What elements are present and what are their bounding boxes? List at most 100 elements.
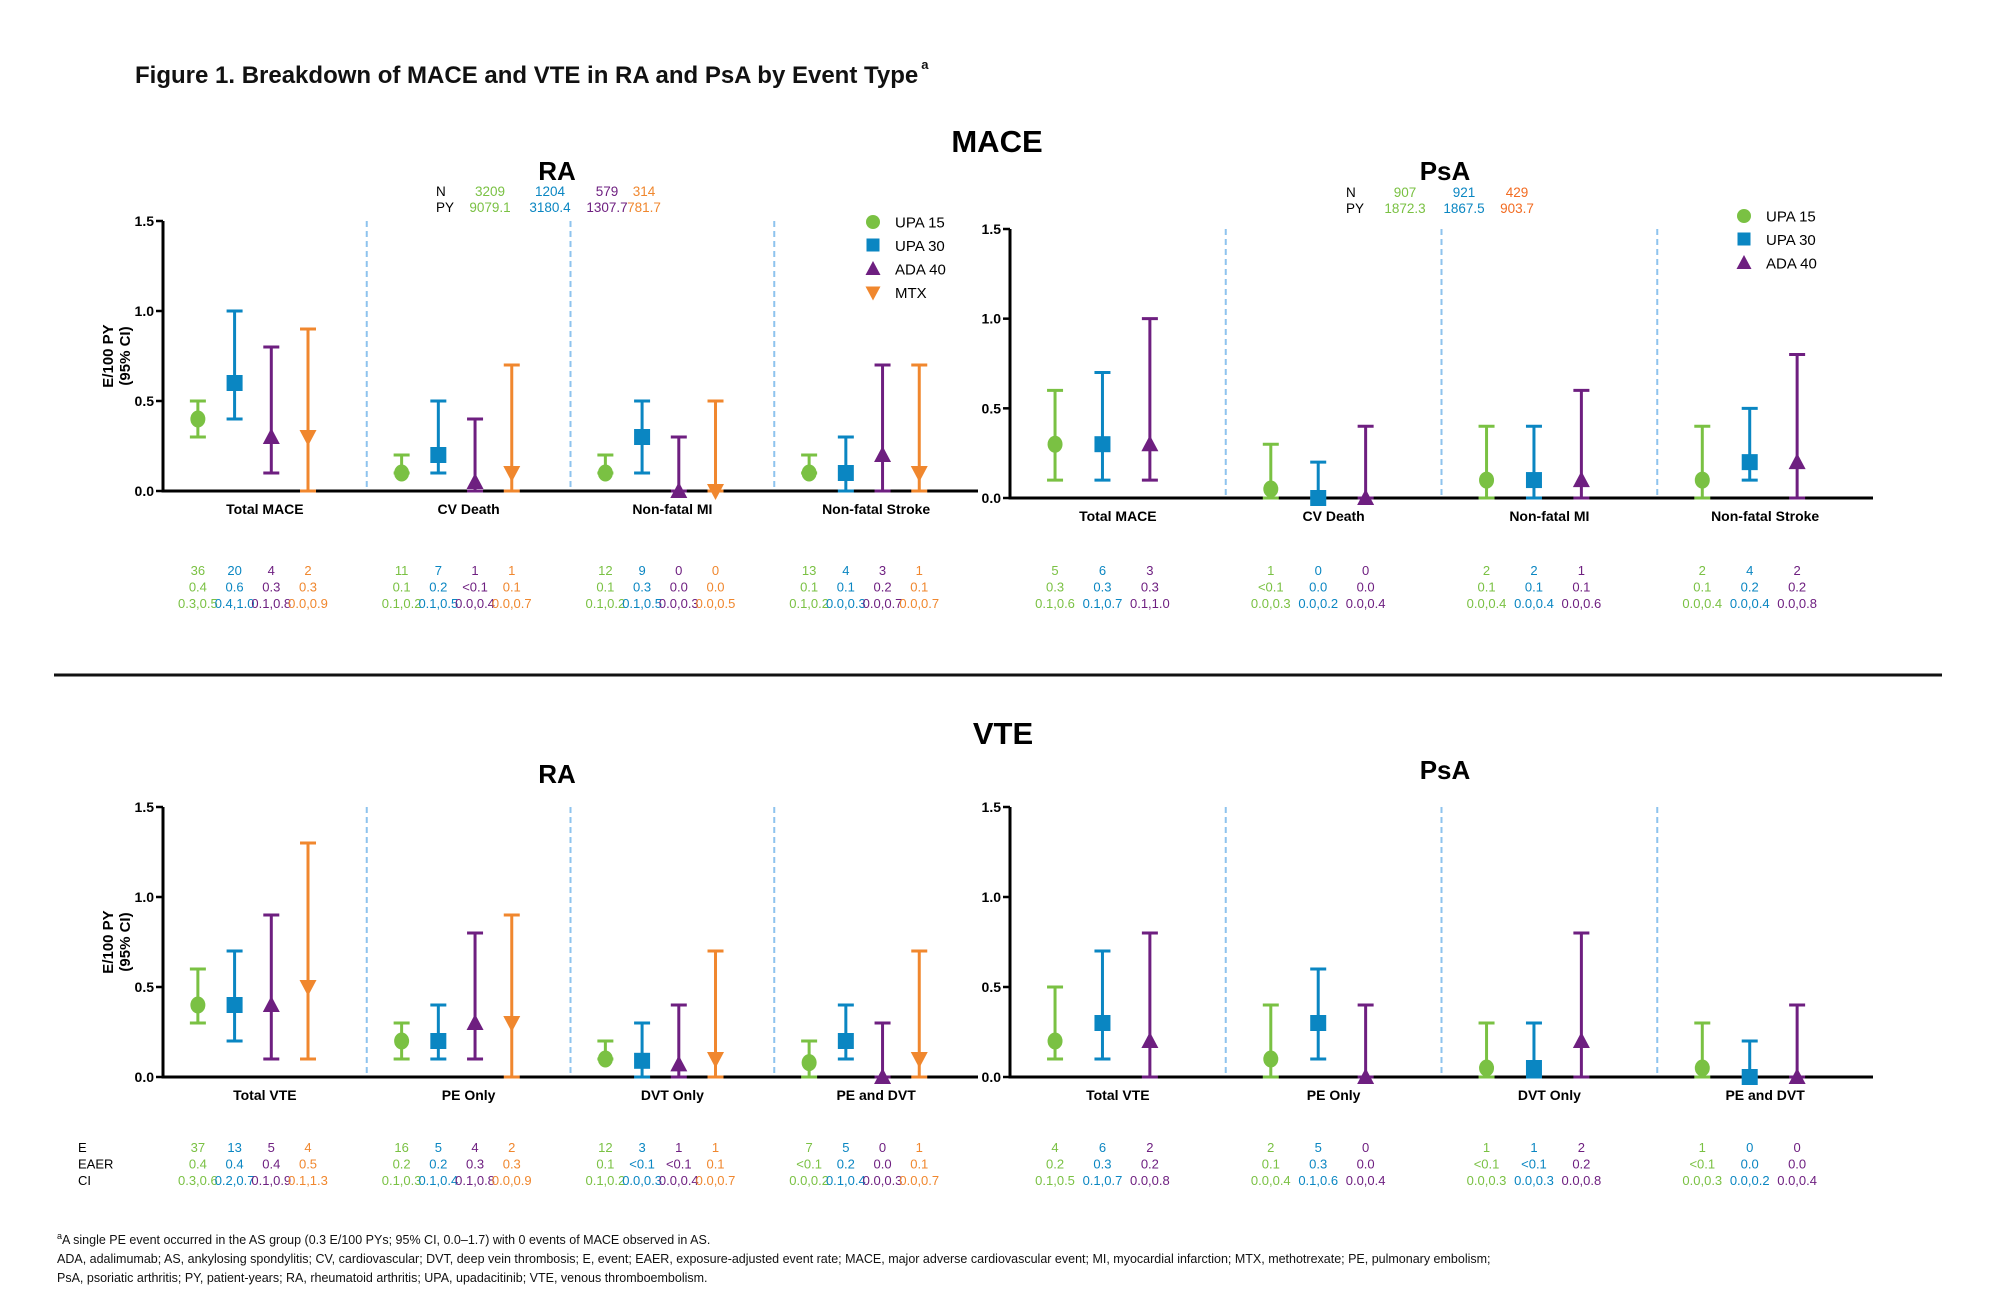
table-e-ada-40-total-vte: 5: [268, 1140, 275, 1155]
table-e-upa-15-cv-death: 11: [395, 563, 409, 578]
header-n-mtx: 314: [633, 184, 656, 199]
table-ci-upa-30-total-mace: 0.1,0.7: [1083, 596, 1123, 611]
table-eaer-upa-30-non-fatal-mi: 0.1: [1525, 580, 1543, 595]
y-tick-label: 1.5: [982, 799, 1002, 815]
table-ci-upa-15-dvt-only: 0.0,0.3: [1467, 1173, 1507, 1188]
table-eaer-upa-30-non-fatal-stroke: 0.1: [837, 580, 855, 595]
table-eaer-mtx-pe-and-dvt: 0.1: [910, 1157, 928, 1172]
table-ci-upa-15-pe-only: 0.0,0.4: [1251, 1173, 1291, 1188]
table-e-ada-40-total-vte: 2: [1146, 1140, 1153, 1155]
table-ci-upa-15-dvt-only: 0.1,0.2: [585, 1173, 625, 1188]
table-eaer-mtx-non-fatal-stroke: 0.1: [910, 580, 928, 595]
table-eaer-upa-15-cv-death: 0.1: [393, 580, 411, 595]
table-ci-mtx-non-fatal-mi: 0.0,0.5: [696, 596, 736, 611]
table-row-label-ci: CI: [78, 1173, 91, 1188]
table-eaer-upa-30-total-mace: 0.3: [1093, 580, 1111, 595]
table-e-upa-30-non-fatal-stroke: 4: [1746, 563, 1753, 578]
table-eaer-ada-40-total-vte: 0.2: [1141, 1157, 1159, 1172]
table-ci-upa-30-pe-only: 0.1,0.4: [418, 1173, 458, 1188]
header-n-ada-40: 429: [1506, 185, 1529, 200]
table-ci-mtx-dvt-only: 0.0,0.7: [696, 1173, 736, 1188]
table-e-ada-40-non-fatal-stroke: 2: [1794, 563, 1801, 578]
y-tick-label: 1.5: [135, 799, 155, 815]
category-label-total-vte: Total VTE: [1086, 1087, 1150, 1103]
table-e-upa-15-pe-and-dvt: 7: [806, 1140, 813, 1155]
marker-triangle-down-mtx-non-fatal-stroke: [910, 466, 928, 482]
header-py-upa-15: 9079.1: [469, 200, 510, 215]
table-ci-ada-40-pe-and-dvt: 0.0,0.4: [1777, 1173, 1817, 1188]
y-tick-label: 0.0: [982, 490, 1002, 506]
table-ci-upa-15-non-fatal-stroke: 0.1,0.2: [789, 596, 829, 611]
marker-triangle-up-ada-40-total-mace: [262, 428, 280, 444]
table-eaer-ada-40-dvt-only: <0.1: [666, 1157, 692, 1172]
table-ci-upa-15-total-vte: 0.3,0.6: [178, 1173, 218, 1188]
table-e-mtx-non-fatal-stroke: 1: [916, 563, 923, 578]
marker-circle-upa-15-dvt-only: [597, 1050, 613, 1068]
y-tick-label: 1.0: [135, 303, 155, 319]
table-e-upa-15-dvt-only: 12: [598, 1140, 612, 1155]
marker-circle-upa-15-pe-only: [394, 1032, 410, 1050]
table-ci-ada-40-total-vte: 0.0,0.8: [1130, 1173, 1170, 1188]
marker-circle-upa-15-pe-and-dvt: [801, 1054, 817, 1072]
footnote-abbreviations-1: ADA, adalimumab; AS, ankylosing spondyli…: [57, 1252, 1491, 1266]
table-eaer-ada-40-non-fatal-stroke: 0.2: [874, 580, 892, 595]
table-e-upa-30-total-mace: 20: [227, 563, 241, 578]
table-ci-upa-30-non-fatal-stroke: 0.0,0.4: [1730, 596, 1770, 611]
table-e-ada-40-cv-death: 0: [1362, 563, 1369, 578]
footnote-a-text: A single PE event occurred in the AS gro…: [62, 1233, 710, 1247]
table-ci-upa-15-total-mace: 0.3,0.5: [178, 596, 218, 611]
header-py-upa-30: 3180.4: [529, 200, 571, 215]
header-py-upa-30: 1867.5: [1443, 201, 1484, 216]
marker-circle-upa-15-cv-death: [1263, 480, 1279, 498]
marker-triangle-down-mtx-dvt-only: [707, 1052, 725, 1068]
table-eaer-upa-30-total-mace: 0.6: [226, 580, 244, 595]
marker-triangle-down-mtx-pe-and-dvt: [910, 1052, 928, 1068]
table-eaer-upa-15-dvt-only: 0.1: [596, 1157, 614, 1172]
category-label-non-fatal-stroke: Non-fatal Stroke: [822, 501, 930, 517]
table-ci-upa-15-cv-death: 0.0,0.3: [1251, 596, 1291, 611]
table-eaer-ada-40-pe-only: 0.3: [466, 1157, 484, 1172]
table-e-upa-15-total-vte: 37: [191, 1140, 205, 1155]
section-title-vte: VTE: [973, 716, 1033, 751]
marker-triangle-down-mtx-non-fatal-mi: [707, 484, 725, 500]
category-label-dvt-only: DVT Only: [641, 1087, 704, 1103]
marker-circle-upa-15-non-fatal-mi: [1479, 471, 1495, 489]
table-eaer-ada-40-total-mace: 0.3: [1141, 580, 1159, 595]
legend-triangle-up-icon: [865, 261, 881, 275]
table-ci-upa-30-cv-death: 0.0,0.2: [1298, 596, 1338, 611]
table-ci-ada-40-total-vte: 0.1,0.9: [251, 1173, 291, 1188]
marker-circle-upa-15-total-vte: [1047, 1032, 1063, 1050]
category-label-non-fatal-mi: Non-fatal MI: [632, 501, 712, 517]
table-e-upa-15-non-fatal-stroke: 2: [1699, 563, 1706, 578]
marker-triangle-up-ada-40-pe-only: [466, 1014, 484, 1030]
marker-circle-upa-15-non-fatal-mi: [597, 464, 613, 482]
marker-triangle-down-mtx-pe-only: [503, 1016, 521, 1032]
marker-square-upa-30-pe-only: [1310, 1015, 1327, 1031]
table-e-upa-30-dvt-only: 3: [638, 1140, 645, 1155]
marker-triangle-up-ada-40-non-fatal-mi: [670, 482, 688, 498]
table-eaer-mtx-total-mace: 0.3: [299, 580, 317, 595]
y-tick-label: 0.0: [135, 483, 155, 499]
table-row-label-e: E: [78, 1140, 87, 1155]
table-e-ada-40-cv-death: 1: [471, 563, 478, 578]
category-label-total-mace: Total MACE: [226, 501, 304, 517]
table-e-upa-30-pe-and-dvt: 5: [842, 1140, 849, 1155]
header-row-label-py: PY: [1346, 201, 1364, 216]
legend-label: MTX: [895, 285, 927, 302]
table-eaer-ada-40-total-mace: 0.3: [262, 580, 280, 595]
table-ci-ada-40-non-fatal-mi: 0.0,0.6: [1561, 596, 1601, 611]
y-axis-label-line2: (95% CI): [117, 326, 134, 385]
table-eaer-upa-30-pe-only: 0.3: [1309, 1157, 1327, 1172]
table-e-upa-15-total-vte: 4: [1051, 1140, 1058, 1155]
section-title-mace: MACE: [951, 124, 1042, 159]
legend-item-ada-40: ADA 40: [865, 261, 946, 279]
marker-triangle-down-mtx-total-vte: [299, 980, 317, 996]
table-eaer-upa-30-dvt-only: <0.1: [629, 1157, 655, 1172]
table-eaer-upa-15-pe-and-dvt: <0.1: [1689, 1157, 1715, 1172]
marker-triangle-up-ada-40-non-fatal-mi: [1572, 471, 1590, 488]
table-eaer-upa-30-cv-death: 0.0: [1309, 580, 1327, 595]
marker-triangle-up-ada-40-cv-death: [466, 473, 484, 489]
table-ci-upa-15-total-vte: 0.1,0.5: [1035, 1173, 1075, 1188]
legend-item-ada-40: ADA 40: [1736, 255, 1817, 273]
